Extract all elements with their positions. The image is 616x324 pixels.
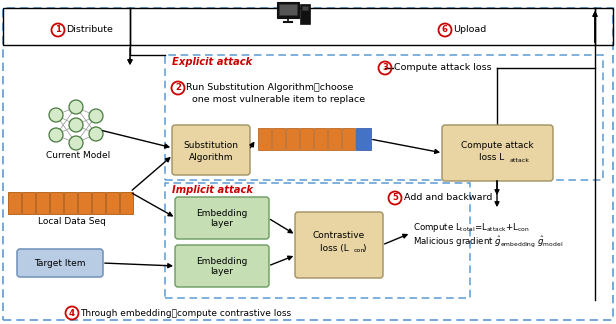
Text: Local Data Seq: Local Data Seq [38,217,106,226]
Text: Embedding: Embedding [197,209,248,217]
Text: Implicit attack: Implicit attack [172,185,253,195]
FancyBboxPatch shape [356,128,371,150]
Text: 3: 3 [382,64,388,73]
Text: Substitution: Substitution [184,142,238,151]
Text: 1: 1 [55,26,61,34]
FancyBboxPatch shape [64,192,77,214]
Text: Embedding: Embedding [197,257,248,265]
FancyBboxPatch shape [92,192,105,214]
Text: 4: 4 [69,308,75,318]
Text: Contrastive: Contrastive [313,230,365,239]
FancyBboxPatch shape [175,197,269,239]
Text: Add and backward: Add and backward [403,193,492,202]
Text: Run Substitution Algorithm，choose: Run Substitution Algorithm，choose [187,84,354,92]
Text: Compute attack loss: Compute attack loss [394,64,491,73]
FancyBboxPatch shape [342,128,355,150]
FancyBboxPatch shape [175,245,269,287]
Text: 5: 5 [392,193,398,202]
FancyBboxPatch shape [300,4,310,24]
FancyBboxPatch shape [300,128,313,150]
Circle shape [49,128,63,142]
FancyBboxPatch shape [272,128,285,150]
FancyBboxPatch shape [295,212,383,278]
Text: loss (L: loss (L [320,244,349,252]
FancyBboxPatch shape [8,192,21,214]
FancyBboxPatch shape [17,249,103,277]
FancyBboxPatch shape [36,192,49,214]
Text: Malicious gradient $\hat{g}_\mathrm{embedding}$ $\hat{g}_\mathrm{model}$: Malicious gradient $\hat{g}_\mathrm{embe… [413,235,563,249]
Text: Distribute: Distribute [67,26,113,34]
FancyBboxPatch shape [172,125,250,175]
FancyBboxPatch shape [442,125,553,181]
Text: layer: layer [211,219,233,228]
Text: 6: 6 [442,26,448,34]
Text: one most vulnerable item to replace: one most vulnerable item to replace [192,96,365,105]
Text: Algorithm: Algorithm [188,154,233,163]
Text: layer: layer [211,268,233,276]
Circle shape [69,100,83,114]
Circle shape [69,118,83,132]
FancyBboxPatch shape [277,2,299,18]
Text: Compute attack: Compute attack [461,142,533,151]
FancyBboxPatch shape [314,128,327,150]
FancyBboxPatch shape [302,6,308,10]
Text: ❖: ❖ [294,4,296,8]
FancyBboxPatch shape [106,192,119,214]
Circle shape [69,136,83,150]
Text: Current Model: Current Model [46,151,110,159]
Circle shape [89,109,103,123]
Text: Target Item: Target Item [34,259,86,268]
FancyBboxPatch shape [328,128,341,150]
FancyBboxPatch shape [22,192,35,214]
Text: attack: attack [510,157,530,163]
Text: con: con [354,248,365,252]
Text: 2: 2 [175,84,181,92]
FancyBboxPatch shape [50,192,63,214]
Text: Explicit attack: Explicit attack [172,57,252,67]
Text: Upload: Upload [453,26,487,34]
Text: ): ) [362,244,365,252]
Circle shape [49,108,63,122]
FancyBboxPatch shape [120,192,133,214]
Text: Compute $\mathrm{L_{total}}$=$\mathrm{L_{attack}}$+$\mathrm{L_{con}}$: Compute $\mathrm{L_{total}}$=$\mathrm{L_… [413,222,530,235]
FancyBboxPatch shape [279,4,297,15]
FancyBboxPatch shape [258,128,271,150]
FancyBboxPatch shape [286,128,299,150]
Text: loss L: loss L [479,154,505,163]
FancyBboxPatch shape [78,192,91,214]
Text: Through embedding，compute contrastive loss: Through embedding，compute contrastive lo… [81,308,291,318]
Circle shape [89,127,103,141]
